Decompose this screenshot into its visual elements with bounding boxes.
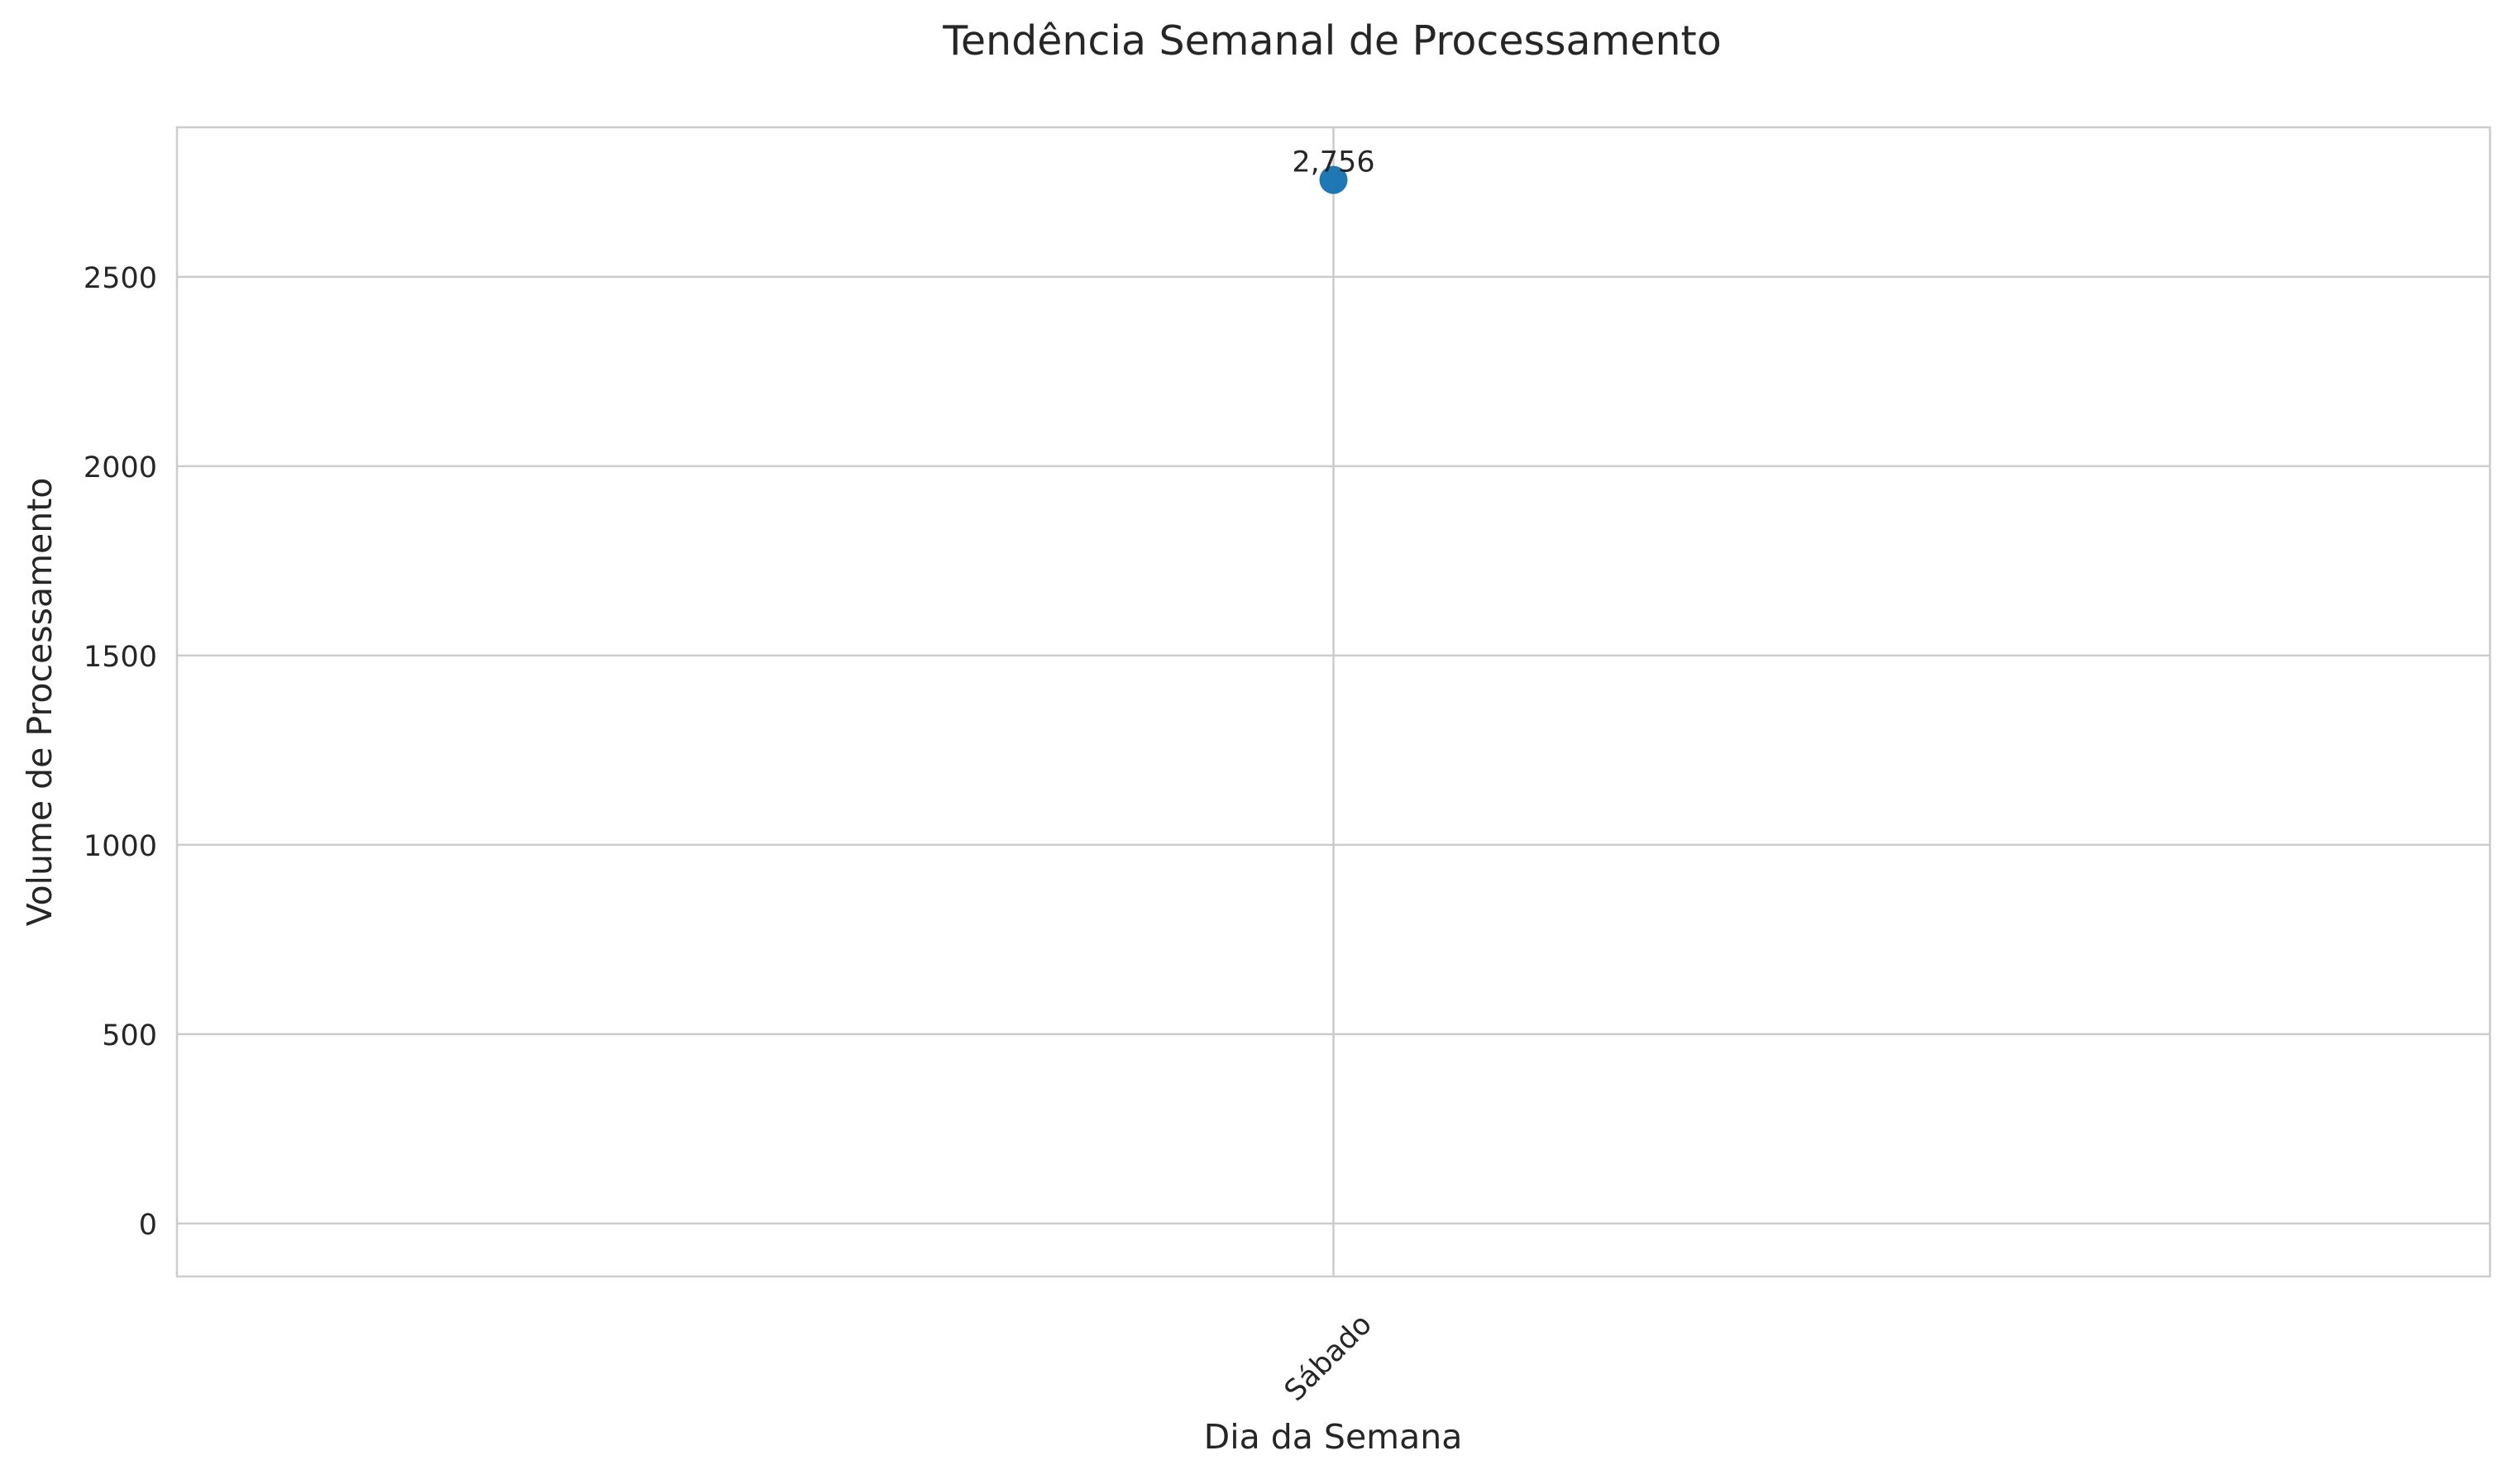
series-layer: 2,756 xyxy=(1292,146,1375,194)
plot-frame xyxy=(175,126,2492,1278)
y-tick-label: 500 xyxy=(102,1019,157,1052)
grid-layer xyxy=(177,127,2490,1276)
data-point xyxy=(1319,165,1348,194)
chart-title: Tendência Semanal de Processamento xyxy=(942,17,1721,64)
y-tick-label: 2500 xyxy=(84,262,157,295)
y-axis-label: Volume de Processamento xyxy=(20,478,60,927)
y-tick-label: 2000 xyxy=(84,451,157,484)
y-tick-label: 1500 xyxy=(84,641,157,674)
data-label: 2,756 xyxy=(1292,146,1374,179)
y-tick-label: 1000 xyxy=(84,830,157,863)
x-axis-label: Dia da Semana xyxy=(1204,1417,1463,1457)
y-tick-label: 0 xyxy=(139,1209,157,1242)
y-tick-labels: 0 500 1000 1500 2000 2500 xyxy=(84,262,157,1242)
